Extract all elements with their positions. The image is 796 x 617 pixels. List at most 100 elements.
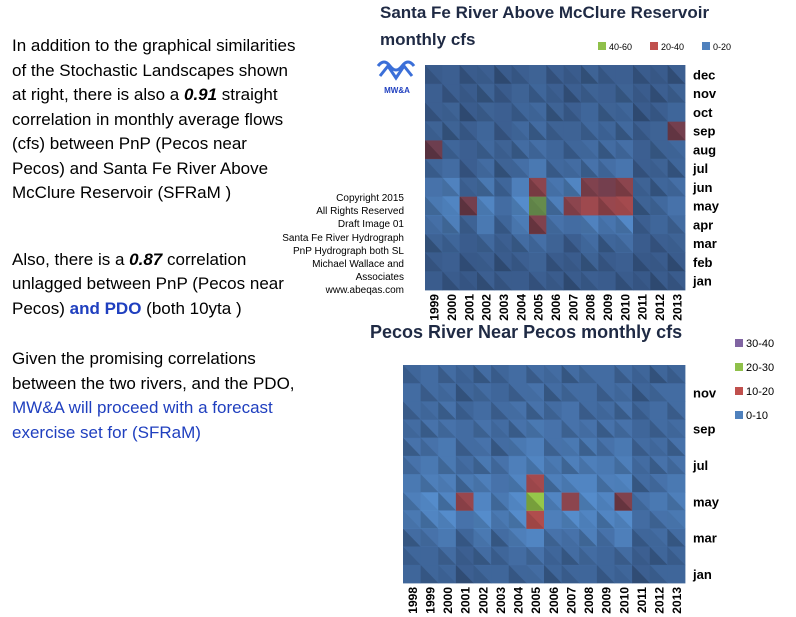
surface-cell bbox=[615, 140, 634, 160]
surface-cell bbox=[633, 177, 651, 197]
surface-facet bbox=[442, 140, 460, 159]
surface-cell bbox=[508, 528, 527, 548]
legend-swatch bbox=[735, 387, 743, 395]
surface-cell bbox=[579, 383, 598, 402]
surface-cell bbox=[649, 419, 668, 439]
surface-cell bbox=[667, 510, 686, 529]
surface-cell bbox=[508, 546, 527, 566]
surface-cell bbox=[615, 252, 634, 272]
surface-cell bbox=[649, 474, 668, 493]
surface-facet bbox=[561, 455, 580, 474]
surface-cell bbox=[491, 546, 510, 566]
surface-cell bbox=[494, 177, 513, 197]
surface-facet bbox=[633, 196, 651, 215]
surface-cell bbox=[459, 140, 478, 160]
surface-facet bbox=[614, 455, 633, 474]
surface-cell bbox=[425, 177, 443, 197]
x-tick-label: 2000 bbox=[441, 587, 455, 614]
surface-facet bbox=[508, 492, 527, 511]
surface-cell bbox=[650, 271, 669, 291]
y-tick-label: jan bbox=[692, 274, 712, 289]
copyright-line: www.abeqas.com bbox=[325, 285, 404, 297]
surface-cell bbox=[438, 546, 457, 566]
surface-facet bbox=[455, 437, 474, 456]
surface-facet bbox=[614, 383, 633, 402]
surface-facet bbox=[473, 474, 492, 493]
surface-facet bbox=[459, 83, 477, 103]
surface-facet bbox=[614, 510, 633, 529]
surface-facet bbox=[491, 492, 509, 511]
surface-facet bbox=[544, 564, 562, 583]
surface-cell bbox=[649, 510, 668, 529]
surface-facet bbox=[546, 158, 564, 178]
surface-cell bbox=[596, 455, 615, 475]
surface-cell bbox=[455, 365, 474, 384]
surface-facet bbox=[473, 365, 492, 384]
surface-cell bbox=[649, 365, 668, 384]
surface-cell bbox=[420, 546, 439, 566]
surface-facet bbox=[615, 233, 633, 253]
x-tick-label: 2012 bbox=[653, 587, 667, 614]
surface-cell bbox=[579, 401, 598, 420]
x-tick-label: 2011 bbox=[636, 294, 650, 320]
surface-cell bbox=[477, 252, 495, 272]
surface-facet bbox=[425, 196, 443, 215]
surface-facet bbox=[650, 271, 668, 290]
surface-cell bbox=[563, 196, 582, 216]
surface-cell bbox=[579, 437, 598, 457]
y-tick-label: mar bbox=[693, 236, 717, 251]
paragraph: Also, there is a 0.87 correlation unlagg… bbox=[12, 248, 304, 322]
copyright-line: PnP Hydrograph both SL bbox=[292, 245, 404, 257]
surface-cell bbox=[579, 510, 598, 529]
surface-facet bbox=[614, 474, 633, 493]
surface-facet bbox=[596, 437, 615, 456]
surface-facet bbox=[438, 455, 456, 474]
surface-cell bbox=[477, 140, 495, 160]
surface-cell bbox=[511, 140, 530, 160]
surface-facet bbox=[477, 233, 495, 253]
surface-cell bbox=[442, 252, 461, 272]
surface-cell bbox=[438, 437, 457, 457]
surface-cell bbox=[508, 437, 527, 457]
surface-cell bbox=[667, 564, 686, 584]
surface-cell bbox=[529, 121, 547, 141]
legend-label: 10-20 bbox=[746, 386, 774, 398]
x-tick-label: 2008 bbox=[582, 587, 596, 614]
surface-facet bbox=[667, 492, 685, 511]
surface-cell bbox=[614, 528, 633, 548]
surface-facet bbox=[459, 158, 477, 178]
surface-cell bbox=[563, 252, 582, 272]
surface-facet bbox=[649, 564, 668, 583]
surface-facet bbox=[477, 252, 495, 272]
surface-facet bbox=[491, 455, 509, 474]
surface-cell bbox=[526, 528, 545, 548]
surface-cell bbox=[579, 492, 598, 511]
surface-cell bbox=[494, 102, 513, 122]
surface-cell bbox=[508, 510, 527, 529]
surface-cell bbox=[425, 271, 443, 291]
surface-cell bbox=[598, 196, 617, 216]
surface-cell bbox=[438, 401, 457, 420]
surface-cell bbox=[511, 177, 530, 197]
surface-cell bbox=[632, 383, 651, 402]
surface-facet bbox=[455, 528, 474, 547]
surface-facet bbox=[667, 455, 685, 474]
surface-cell bbox=[614, 365, 633, 384]
surface-facet bbox=[455, 546, 474, 565]
surface-facet bbox=[667, 437, 685, 456]
surface-cell bbox=[614, 401, 633, 420]
surface-facet bbox=[546, 252, 564, 272]
surface-facet bbox=[650, 83, 668, 103]
surface-cell bbox=[633, 83, 651, 103]
surface-facet bbox=[477, 83, 495, 103]
surface-cell bbox=[508, 401, 527, 420]
y-tick-label: feb bbox=[693, 255, 713, 270]
surface-facet bbox=[563, 271, 581, 290]
surface-cell bbox=[494, 121, 513, 141]
surface-cell bbox=[491, 419, 510, 439]
surface-facet bbox=[508, 383, 527, 402]
surface-cell bbox=[579, 528, 598, 548]
surface-cell bbox=[649, 492, 668, 511]
surface-facet bbox=[579, 492, 597, 511]
